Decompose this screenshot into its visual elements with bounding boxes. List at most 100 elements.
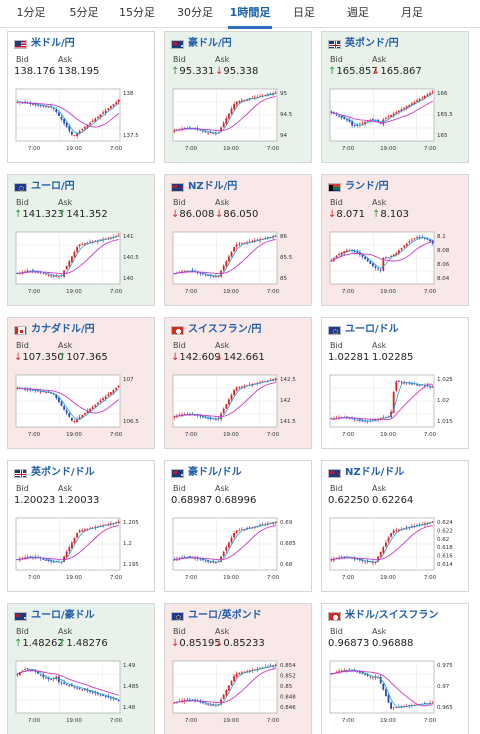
- ask-label: Ask: [215, 341, 230, 350]
- candle-body: [214, 276, 217, 277]
- candle-body: [65, 551, 68, 558]
- rate-card[interactable]: ユーロ/英ポンド Bid Ask ↓0.85195 ↓0.85233 0.854 0.852…: [164, 603, 312, 734]
- y-tick-label: 0.624: [437, 520, 453, 526]
- bid-price: ↓8.071: [328, 209, 366, 220]
- candle-body: [233, 104, 236, 110]
- candle-body: [96, 692, 99, 695]
- bid-price: 138.176: [14, 66, 56, 77]
- candle-body: [371, 677, 374, 679]
- ma-short-line: [174, 665, 276, 706]
- rate-card[interactable]: 米ドル/スイスフラン Bid Ask 0.96873 0.96888 0.975 0.97 0…: [321, 603, 469, 734]
- y-tick-label: 95: [280, 91, 287, 97]
- rate-card[interactable]: 米ドル/円 Bid Ask 138.176 138.195 138 137.5 7:00 19:…: [7, 31, 155, 163]
- candle-body: [65, 265, 68, 270]
- candle-body: [330, 111, 333, 113]
- rate-card[interactable]: 英ポンド/ドル Bid Ask 1.20023 1.20033 1.205 1.2 1.195…: [7, 460, 155, 592]
- ask-price: ↑141.352: [58, 209, 108, 220]
- candle-body: [269, 93, 272, 95]
- candlestick-chart: 0.975 0.97 0.965 7:00 19:00 7:00: [328, 658, 462, 730]
- candle-body: [413, 383, 416, 385]
- candlestick-chart: 1.205 1.2 1.195 7:00 19:00 7:00: [14, 515, 148, 587]
- candle-body: [89, 690, 92, 692]
- candle-body: [107, 108, 110, 110]
- y-tick-label: 0.846: [280, 705, 296, 711]
- candle-body: [37, 671, 40, 674]
- pair-name[interactable]: ユーロ/ドル: [345, 324, 399, 335]
- candle-body: [353, 251, 356, 252]
- x-tick-label: 7:00: [342, 575, 355, 581]
- pair-name[interactable]: NZドル/ドル: [345, 467, 405, 478]
- candle-body: [392, 391, 395, 413]
- pair-name[interactable]: 英ポンド/ドル: [31, 467, 95, 478]
- pair-name[interactable]: スイスフラン/円: [188, 324, 262, 335]
- y-tick-label: 137.5: [123, 133, 139, 139]
- pair-name[interactable]: ユーロ/円: [31, 181, 75, 192]
- pair-name[interactable]: 米ドル/スイスフラン: [345, 610, 439, 621]
- candle-body: [251, 241, 254, 242]
- y-tick-label: 0.97: [437, 684, 450, 690]
- y-tick-label: 0.618: [437, 545, 453, 551]
- rate-card[interactable]: NZドル/ドル Bid Ask 0.62250 0.62264 0.624 0.622 0.6…: [321, 460, 469, 592]
- pair-name[interactable]: NZドル/円: [188, 181, 238, 192]
- rate-card[interactable]: 豪ドル/円 Bid Ask ↑95.331 ↓95.338 95 94.5 94 7:00 19:…: [164, 31, 312, 163]
- candle-body: [248, 384, 251, 386]
- candle-body: [235, 387, 238, 391]
- tab-30min[interactable]: 30分足: [177, 6, 213, 19]
- candle-body: [256, 382, 259, 384]
- candle-body: [181, 557, 184, 559]
- candle-body: [55, 394, 58, 399]
- candle-body: [52, 275, 55, 277]
- pair-name[interactable]: ユーロ/英ポンド: [188, 610, 262, 621]
- rate-card[interactable]: スイスフラン/円 Bid Ask ↓142.609 ↓142.661 142.5 142 14…: [164, 317, 312, 449]
- rate-card[interactable]: 豪ドル/ドル Bid Ask 0.68987 0.68996 0.69 0.685 0.68 7…: [164, 460, 312, 592]
- candle-body: [65, 684, 68, 686]
- ma-long-line: [17, 670, 119, 696]
- pair-name[interactable]: 豪ドル/円: [188, 38, 232, 49]
- candle-body: [81, 414, 84, 418]
- candle-body: [429, 239, 432, 242]
- pair-name[interactable]: ランド/円: [345, 181, 389, 192]
- pair-name[interactable]: カナダドル/円: [31, 324, 95, 335]
- pair-name[interactable]: 英ポンド/円: [345, 38, 399, 49]
- bid-label: Bid: [173, 198, 186, 207]
- candle-body: [52, 561, 55, 563]
- tab-15min[interactable]: 15分足: [119, 6, 155, 19]
- tab-1hour[interactable]: 1時間足: [224, 0, 276, 29]
- pair-name[interactable]: ユーロ/豪ドル: [31, 610, 95, 621]
- rate-card[interactable]: カナダドル/円 Bid Ask ↓107.350 ↑107.365 107 106.5 7:0…: [7, 317, 155, 449]
- rate-card[interactable]: ユーロ/円 Bid Ask ↑141.323 ↑141.352 141 140.5 140 7:…: [7, 174, 155, 306]
- ma-long-line: [174, 668, 276, 704]
- candle-body: [379, 269, 382, 271]
- candle-body: [112, 390, 115, 394]
- candle-body: [44, 106, 47, 108]
- x-tick-label: 19:00: [380, 146, 396, 152]
- candle-body: [408, 104, 411, 107]
- down-arrow-icon: ↓: [171, 638, 180, 649]
- y-tick-label: 142: [280, 398, 291, 404]
- candle-body: [235, 244, 238, 247]
- candle-body: [392, 707, 395, 709]
- rate-card[interactable]: ユーロ/豪ドル Bid Ask ↑1.48262 ↑1.48276 1.49 1.485 1.…: [7, 603, 155, 734]
- tab-1min[interactable]: 1分足: [16, 6, 46, 19]
- rate-card[interactable]: 英ポンド/円 Bid Ask ↑165.857 ↓165.867 166 165.5 165 7…: [321, 31, 469, 163]
- candle-body: [16, 674, 19, 675]
- rate-card[interactable]: NZドル/円 Bid Ask ↓86.008 ↓86.050 86 85.5 85 7:00 19…: [164, 174, 312, 306]
- pair-name[interactable]: 米ドル/円: [31, 38, 75, 49]
- candle-body: [18, 388, 21, 390]
- pair-name[interactable]: 豪ドル/ドル: [188, 467, 242, 478]
- candle-body: [379, 418, 382, 420]
- rate-card[interactable]: ユーロ/ドル Bid Ask 1.02281 1.02285 1.025 1.02 1.015…: [321, 317, 469, 449]
- rate-card[interactable]: ランド/円 Bid Ask ↓8.071 ↑8.103 8.1 8.08 8.06 8.04 7:…: [321, 174, 469, 306]
- tab-monthly[interactable]: 月足: [401, 6, 423, 19]
- candle-body: [78, 131, 81, 134]
- tab-5min[interactable]: 5分足: [69, 6, 99, 19]
- tab-weekly[interactable]: 週足: [347, 6, 369, 19]
- up-arrow-icon: ↑: [58, 352, 67, 363]
- candle-body: [173, 416, 176, 418]
- ask-label: Ask: [58, 627, 73, 636]
- candle-body: [416, 237, 419, 239]
- candle-body: [73, 135, 76, 136]
- tab-daily[interactable]: 日足: [293, 6, 315, 19]
- candle-body: [107, 394, 110, 396]
- candle-body: [199, 129, 202, 131]
